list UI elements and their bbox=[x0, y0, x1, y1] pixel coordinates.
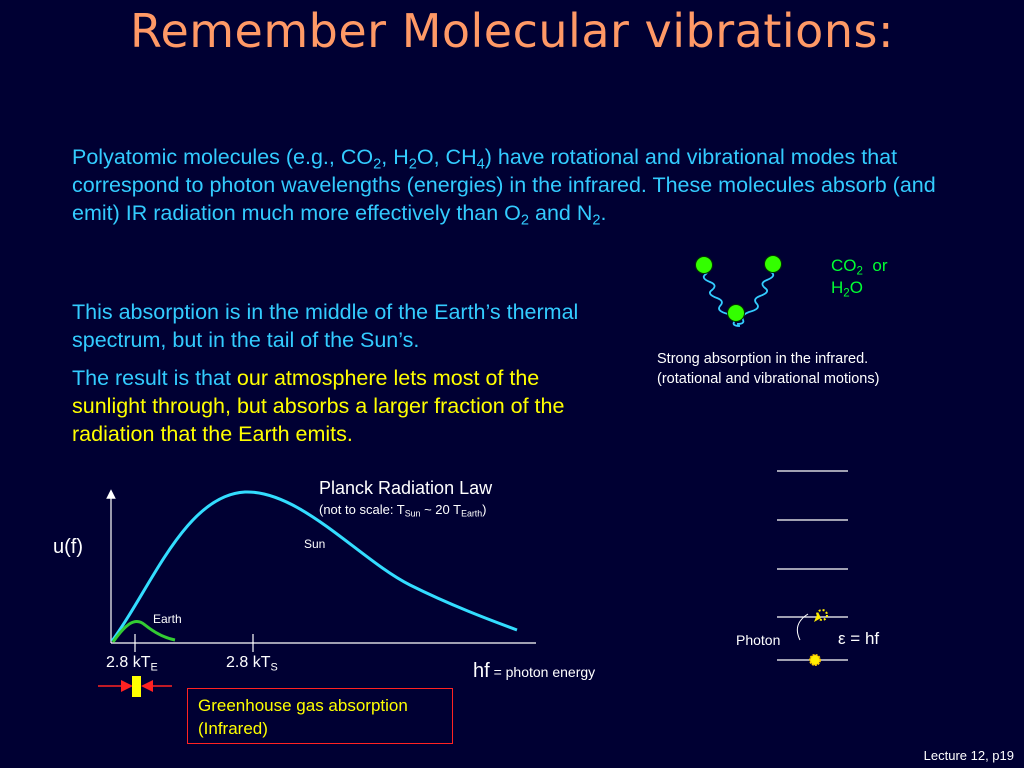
molecule-caption-line1: Strong absorption in the infrared. bbox=[657, 351, 869, 367]
molecule-caption: Strong absorption in the infrared. (rota… bbox=[657, 349, 879, 389]
photon-label: Photon bbox=[736, 632, 781, 648]
result-paragraph: The result is that our atmosphere lets m… bbox=[72, 364, 582, 448]
sun-curve bbox=[110, 490, 518, 642]
tick-earth-sub: E bbox=[150, 661, 158, 674]
sun-curve-label: Sun bbox=[304, 537, 326, 551]
result-highlight: our atmosphere lets most of the sunlight… bbox=[72, 366, 565, 446]
footer-page-number: Lecture 12, p19 bbox=[923, 748, 1014, 763]
intro-sub-4: 2 bbox=[520, 212, 530, 229]
intro-paragraph: Polyatomic molecules (e.g., CO2, H2O, CH… bbox=[72, 143, 942, 229]
intro-sub-2: 2 bbox=[408, 156, 417, 173]
co2-sub: 2 bbox=[856, 265, 863, 278]
electron-lower-icon bbox=[809, 654, 821, 666]
y-axis-label: u(f) bbox=[53, 536, 83, 558]
absorption-band bbox=[132, 676, 141, 697]
planck-note: (not to scale: TSun ~ 20 TEarth) bbox=[319, 502, 487, 519]
planck-chart bbox=[98, 489, 536, 697]
tick-sun-text: 2.8 kT bbox=[226, 654, 271, 671]
atom-right-icon bbox=[764, 255, 782, 273]
energy-equation: ε = hf bbox=[838, 629, 880, 648]
planck-note-c: ) bbox=[482, 502, 487, 517]
greenhouse-line1: Greenhouse gas absorption bbox=[198, 696, 408, 715]
intro-text-4: ) have rotational and vibrational modes … bbox=[72, 145, 936, 225]
planck-title: Planck Radiation Law bbox=[319, 478, 493, 498]
x-axis-hf: hf bbox=[473, 660, 490, 682]
intro-text-6: . bbox=[600, 201, 607, 225]
co2-text: CO bbox=[831, 256, 857, 275]
intro-text-1: Polyatomic molecules (e.g., CO bbox=[72, 145, 374, 169]
intro-sub-3: 4 bbox=[476, 156, 485, 173]
atom-left-icon bbox=[695, 256, 713, 274]
atom-center-icon bbox=[727, 304, 745, 322]
intro-sub-5: 2 bbox=[592, 212, 601, 229]
result-lead: The result is that bbox=[72, 366, 237, 390]
intro-text-3: O, CH bbox=[416, 145, 477, 169]
intro-text-5: and N bbox=[529, 201, 593, 225]
tick-sun-sub: S bbox=[270, 661, 278, 674]
planck-note-sub-sun: Sun bbox=[404, 508, 421, 519]
tick-earth-text: 2.8 kT bbox=[106, 654, 151, 671]
intro-sub-1: 2 bbox=[373, 156, 382, 173]
photon-wave-icon bbox=[796, 613, 809, 641]
greenhouse-line2: (Infrared) bbox=[198, 719, 268, 738]
planck-note-sub-earth: Earth bbox=[461, 508, 483, 519]
molecule-caption-line2: (rotational and vibrational motions) bbox=[657, 371, 880, 387]
h2o-sub: 2 bbox=[843, 287, 850, 300]
molecule-label: CO2 or H2O bbox=[831, 255, 888, 299]
molecule-diagram bbox=[695, 255, 782, 327]
h2o-o-text: O bbox=[849, 278, 863, 297]
absorption-paragraph: This absorption is in the middle of the … bbox=[72, 300, 579, 352]
or-text: or bbox=[872, 256, 888, 275]
earth-curve bbox=[111, 619, 176, 643]
tick-label-earth: 2.8 kTE bbox=[106, 654, 158, 674]
x-axis-suffix: = photon energy bbox=[489, 664, 596, 680]
intro-text-2: , H bbox=[381, 145, 409, 169]
x-axis-label: hf = photon energy bbox=[473, 660, 595, 683]
slide-title: Remember Molecular vibrations: bbox=[130, 4, 894, 58]
energy-levels bbox=[777, 470, 848, 666]
planck-note-a: (not to scale: T bbox=[319, 502, 405, 517]
h2o-h-text: H bbox=[831, 278, 844, 297]
planck-note-b: ~ 20 T bbox=[420, 502, 462, 517]
electron-upper-icon bbox=[816, 609, 828, 621]
earth-curve-label: Earth bbox=[153, 612, 182, 626]
greenhouse-box: Greenhouse gas absorption (Infrared) bbox=[187, 688, 453, 744]
tick-label-sun: 2.8 kTS bbox=[226, 654, 278, 674]
